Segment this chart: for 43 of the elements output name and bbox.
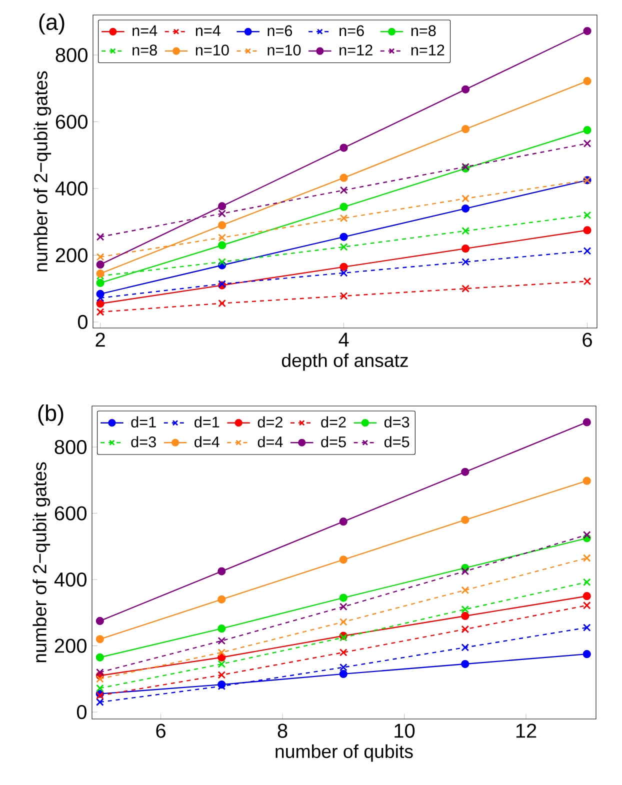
legend-label: n=12 <box>340 44 372 56</box>
y-tick-label: 0 <box>76 704 86 720</box>
x-axis-title: number of qubits <box>276 744 413 762</box>
y-axis-title: number of 2−qubit gates <box>32 462 50 662</box>
x-tick-label: 6 <box>156 724 166 738</box>
y-tick-label: 600 <box>54 506 86 520</box>
legend-label: n=8 <box>132 44 157 56</box>
y-tick-label: 400 <box>54 572 86 587</box>
legend-label: d=1 <box>194 416 220 428</box>
x-tick-label: 8 <box>278 724 288 738</box>
legend-label: n=10 <box>268 44 301 56</box>
legend-label: n=8 <box>411 25 436 36</box>
y-tick-label: 600 <box>56 114 88 129</box>
legend-label: d=2 <box>258 416 282 428</box>
legend-label: d=2 <box>321 416 346 428</box>
y-tick-label: 800 <box>56 48 88 62</box>
legend-label: n=4 <box>132 25 158 36</box>
x-axis-title: depth of ansatz <box>282 353 408 371</box>
legend-label: n=6 <box>340 25 364 36</box>
y-tick-label: 400 <box>55 181 88 196</box>
legend-label: d=3 <box>384 416 410 428</box>
x-tick-label: 2 <box>96 332 105 347</box>
chart-title: (a) <box>39 13 64 35</box>
y-tick-label: 200 <box>56 248 88 262</box>
x-tick-label: 12 <box>516 724 536 738</box>
legend-label: n=12 <box>411 44 444 56</box>
legend-label: d=3 <box>131 436 156 448</box>
y-tick-label: 200 <box>54 638 86 653</box>
x-tick-label: 4 <box>338 332 349 346</box>
legend-label: n=6 <box>268 25 292 36</box>
y-tick-label: 800 <box>54 440 86 454</box>
chart-title: (b) <box>38 404 64 426</box>
x-tick-label: 10 <box>394 724 415 738</box>
legend-label: d=5 <box>321 436 346 448</box>
legend-label: d=1 <box>131 416 156 428</box>
legend-label: n=4 <box>196 25 220 36</box>
legend-label: d=5 <box>384 436 410 448</box>
y-axis-title: number of 2−qubit gates <box>34 71 52 272</box>
legend-label: d=4 <box>194 436 220 448</box>
legend-label: d=4 <box>258 436 283 448</box>
y-tick-label: 0 <box>78 314 88 330</box>
x-tick-label: 6 <box>582 332 592 347</box>
legend-label: n=10 <box>196 44 229 56</box>
